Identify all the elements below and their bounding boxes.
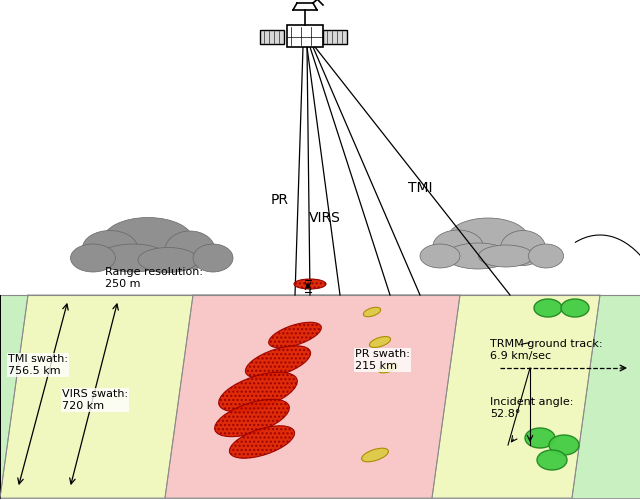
- Text: PR: PR: [271, 193, 289, 207]
- Polygon shape: [0, 295, 640, 498]
- Ellipse shape: [369, 336, 390, 347]
- Ellipse shape: [269, 322, 321, 348]
- Ellipse shape: [433, 230, 483, 262]
- Ellipse shape: [70, 244, 115, 272]
- Text: Incident angle:
52.8°: Incident angle: 52.8°: [490, 397, 573, 419]
- Text: TMI: TMI: [408, 181, 432, 195]
- Ellipse shape: [537, 450, 567, 470]
- Text: PR swath:
215 km: PR swath: 215 km: [355, 349, 410, 371]
- Ellipse shape: [294, 279, 326, 289]
- Ellipse shape: [193, 244, 233, 272]
- Polygon shape: [0, 295, 600, 498]
- Ellipse shape: [479, 245, 534, 267]
- Ellipse shape: [525, 428, 555, 448]
- Ellipse shape: [138, 248, 198, 272]
- Text: VIRS swath:
720 km: VIRS swath: 720 km: [62, 389, 128, 411]
- Ellipse shape: [362, 448, 388, 462]
- Ellipse shape: [500, 230, 545, 266]
- Ellipse shape: [448, 218, 528, 258]
- Ellipse shape: [561, 299, 589, 317]
- Ellipse shape: [445, 243, 511, 269]
- Ellipse shape: [529, 244, 563, 268]
- FancyBboxPatch shape: [260, 30, 284, 44]
- Ellipse shape: [103, 218, 193, 262]
- FancyBboxPatch shape: [323, 30, 347, 44]
- Ellipse shape: [165, 231, 215, 269]
- Ellipse shape: [534, 299, 562, 317]
- Ellipse shape: [229, 426, 294, 458]
- Ellipse shape: [245, 346, 310, 378]
- Ellipse shape: [420, 244, 460, 268]
- Ellipse shape: [364, 308, 381, 316]
- Text: VIRS: VIRS: [309, 211, 341, 225]
- Ellipse shape: [378, 363, 397, 373]
- FancyBboxPatch shape: [287, 25, 323, 47]
- Ellipse shape: [219, 372, 298, 412]
- Text: Range resolution:
250 m: Range resolution: 250 m: [105, 267, 203, 288]
- Ellipse shape: [549, 435, 579, 455]
- Text: TRMM ground track:
6.9 km/sec: TRMM ground track: 6.9 km/sec: [490, 339, 602, 361]
- Ellipse shape: [98, 244, 168, 272]
- Ellipse shape: [83, 230, 138, 266]
- Ellipse shape: [214, 400, 289, 436]
- Text: TMI swath:
756.5 km: TMI swath: 756.5 km: [8, 354, 68, 376]
- Polygon shape: [165, 295, 460, 498]
